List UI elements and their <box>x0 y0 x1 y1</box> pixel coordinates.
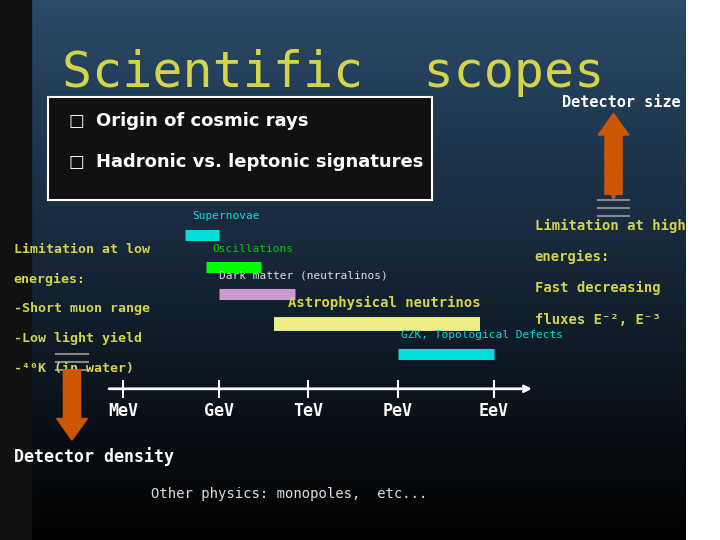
Text: Limitation at low: Limitation at low <box>14 243 150 256</box>
FancyBboxPatch shape <box>48 97 432 200</box>
Text: -⁴⁰K (in water): -⁴⁰K (in water) <box>14 362 134 375</box>
Text: Other physics: monopoles,  etc...: Other physics: monopoles, etc... <box>150 487 427 501</box>
Text: MeV: MeV <box>109 402 138 420</box>
Text: □: □ <box>68 153 84 171</box>
Text: -Short muon range: -Short muon range <box>14 302 150 315</box>
Text: PeV: PeV <box>382 402 413 420</box>
Text: Dark matter (neutralinos): Dark matter (neutralinos) <box>220 271 388 281</box>
Text: Astrophysical neutrinos: Astrophysical neutrinos <box>288 296 480 310</box>
Text: Fast decreasing: Fast decreasing <box>535 281 660 295</box>
Text: EeV: EeV <box>479 402 508 420</box>
Bar <box>0 0 31 540</box>
Text: -Low light yield: -Low light yield <box>14 332 142 345</box>
Text: Supernovae: Supernovae <box>192 211 259 221</box>
Text: Detector density: Detector density <box>14 447 174 466</box>
FancyArrow shape <box>598 113 629 194</box>
Text: energies:: energies: <box>535 250 610 264</box>
Text: GeV: GeV <box>204 402 235 420</box>
Text: Detector size: Detector size <box>562 95 680 110</box>
Text: GZK, Topological Defects: GZK, Topological Defects <box>401 330 563 340</box>
Text: TeV: TeV <box>294 402 323 420</box>
Text: fluxes E⁻², E⁻³: fluxes E⁻², E⁻³ <box>535 313 660 327</box>
Text: Limitation at high: Limitation at high <box>535 219 685 233</box>
Text: Scientific  scopes: Scientific scopes <box>62 49 604 97</box>
Text: Hadronic vs. leptonic signatures: Hadronic vs. leptonic signatures <box>96 153 423 171</box>
Text: Oscillations: Oscillations <box>212 244 294 254</box>
Text: energies:: energies: <box>14 273 86 286</box>
FancyArrow shape <box>57 370 87 440</box>
Text: Origin of cosmic rays: Origin of cosmic rays <box>96 112 308 131</box>
Text: □: □ <box>68 112 84 131</box>
